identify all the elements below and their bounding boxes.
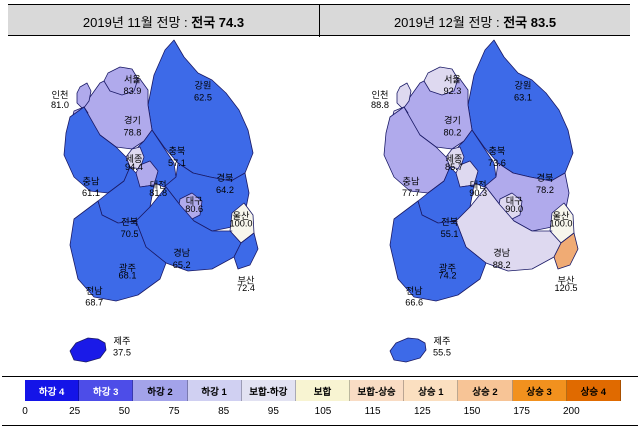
svg-text:78.2: 78.2 (536, 185, 554, 195)
svg-text:68.7: 68.7 (85, 298, 103, 308)
svg-text:경북: 경북 (537, 172, 554, 183)
svg-text:55.5: 55.5 (433, 348, 451, 358)
svg-text:경기: 경기 (444, 115, 461, 126)
svg-text:경남: 경남 (493, 247, 510, 258)
svg-text:88.8: 88.8 (371, 100, 389, 110)
svg-text:73.6: 73.6 (488, 158, 506, 168)
svg-text:전남: 전남 (86, 286, 103, 296)
svg-text:충북: 충북 (168, 146, 185, 156)
svg-text:인천: 인천 (372, 90, 389, 100)
svg-text:37.5: 37.5 (113, 348, 131, 358)
svg-text:120.5: 120.5 (555, 283, 578, 293)
svg-text:경기: 경기 (124, 115, 141, 126)
svg-text:제주: 제주 (434, 336, 451, 346)
svg-text:63.1: 63.1 (514, 93, 532, 103)
svg-text:61.1: 61.1 (82, 188, 100, 198)
svg-text:78.8: 78.8 (123, 127, 141, 137)
svg-text:90.0: 90.0 (505, 204, 523, 214)
svg-text:72.4: 72.4 (237, 283, 255, 293)
svg-text:경북: 경북 (217, 172, 234, 183)
svg-text:충북: 충북 (488, 146, 505, 156)
svg-text:81.8: 81.8 (149, 188, 167, 198)
svg-text:92.3: 92.3 (443, 86, 461, 96)
svg-text:94.4: 94.4 (125, 162, 143, 172)
svg-text:64.2: 64.2 (216, 185, 234, 195)
svg-text:100.0: 100.0 (550, 219, 573, 229)
svg-text:80.2: 80.2 (443, 127, 461, 137)
svg-text:65.2: 65.2 (173, 260, 191, 270)
svg-text:88.2: 88.2 (493, 260, 511, 270)
svg-text:85.7: 85.7 (445, 162, 463, 172)
svg-text:제주: 제주 (114, 336, 131, 346)
svg-text:서울: 서울 (444, 74, 461, 84)
svg-text:77.7: 77.7 (402, 188, 420, 198)
svg-text:전남: 전남 (406, 286, 423, 296)
svg-text:충남: 충남 (83, 176, 100, 186)
svg-text:서울: 서울 (124, 74, 141, 84)
svg-text:81.0: 81.0 (51, 100, 69, 110)
svg-text:경남: 경남 (173, 247, 190, 258)
svg-text:62.5: 62.5 (194, 93, 212, 103)
svg-text:충남: 충남 (403, 176, 420, 186)
svg-text:강원: 강원 (195, 81, 212, 91)
svg-text:55.1: 55.1 (441, 229, 459, 239)
svg-text:70.5: 70.5 (121, 229, 139, 239)
svg-text:전북: 전북 (121, 217, 138, 227)
svg-text:전북: 전북 (441, 217, 458, 227)
svg-text:57.1: 57.1 (168, 158, 186, 168)
svg-text:74.2: 74.2 (439, 271, 457, 281)
svg-text:83.9: 83.9 (123, 86, 141, 96)
svg-text:강원: 강원 (515, 81, 532, 91)
svg-text:100.0: 100.0 (230, 219, 253, 229)
svg-text:80.6: 80.6 (185, 204, 203, 214)
svg-text:90.3: 90.3 (469, 188, 487, 198)
svg-text:68.1: 68.1 (119, 271, 137, 281)
svg-text:66.6: 66.6 (405, 298, 423, 308)
svg-text:인천: 인천 (52, 90, 69, 100)
